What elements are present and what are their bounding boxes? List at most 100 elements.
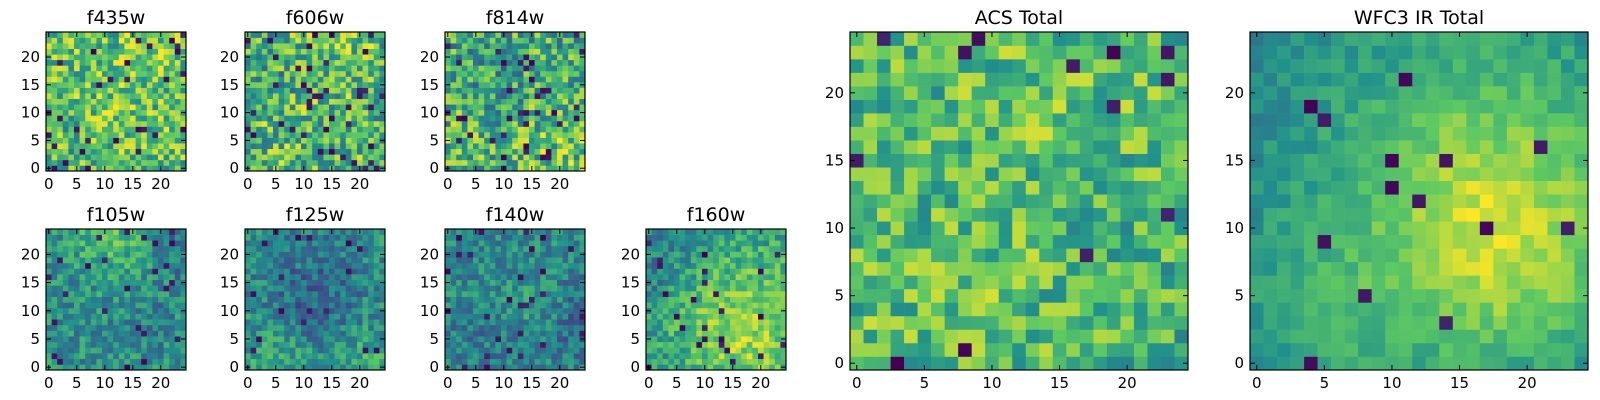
heatmap-cell: [245, 43, 251, 49]
heatmap-cell: [284, 43, 291, 49]
heatmap-cell: [250, 43, 257, 49]
heatmap-cell: [489, 76, 496, 83]
heatmap-cell: [118, 109, 125, 116]
heatmap-cell: [278, 115, 285, 122]
heatmap-cell: [51, 32, 58, 38]
heatmap-cell: [267, 76, 274, 83]
heatmap-cell: [931, 194, 945, 209]
heatmap-cell: [769, 296, 776, 303]
heatmap-cell: [85, 274, 92, 281]
heatmap-cell: [79, 98, 86, 105]
heatmap-cell: [1066, 261, 1081, 276]
heatmap-cell: [495, 126, 502, 133]
heatmap-cell: [351, 234, 358, 241]
heatmap-cell: [517, 48, 524, 55]
heatmap-cell: [351, 251, 358, 258]
heatmap-cell: [118, 120, 125, 127]
heatmap-cell: [450, 229, 457, 235]
heatmap-cell: [685, 274, 692, 281]
heatmap-cell: [877, 275, 891, 290]
heatmap-cell: [340, 324, 347, 331]
heatmap-cell: [1160, 342, 1175, 357]
heatmap-cell: [456, 347, 463, 354]
heatmap-cell: [696, 330, 703, 337]
heatmap-cell: [573, 43, 580, 49]
heatmap-cell: [278, 313, 285, 320]
heatmap-cell: [51, 307, 58, 314]
heatmap-cell: [534, 115, 541, 122]
heatmap-cell: [130, 87, 136, 94]
heatmap-cell: [169, 257, 176, 264]
heatmap-cell: [534, 234, 541, 241]
heatmap-cell: [568, 240, 575, 247]
heatmap-cell: [931, 261, 945, 276]
heatmap-cell: [506, 120, 513, 127]
heatmap-cell: [284, 353, 291, 360]
heatmap-cell: [450, 358, 457, 365]
heatmap-cell: [146, 137, 153, 144]
heatmap-cell: [445, 245, 451, 252]
heatmap-cell: [512, 285, 519, 292]
heatmap-cell: [118, 245, 125, 252]
heatmap-cell: [478, 240, 485, 247]
heatmap-cell: [501, 257, 507, 264]
heatmap-cell: [1066, 180, 1081, 195]
heatmap-cell: [573, 137, 580, 144]
heatmap-cell: [741, 358, 748, 365]
heatmap-cell: [1093, 194, 1108, 209]
heatmap-cell: [118, 274, 125, 281]
heatmap-cell: [690, 353, 697, 360]
heatmap-cell: [317, 245, 324, 252]
heatmap-cell: [540, 120, 547, 127]
heatmap-cell: [113, 165, 120, 172]
heatmap-cell: [690, 257, 697, 264]
heatmap-cell: [74, 109, 80, 116]
heatmap-cell: [96, 274, 103, 281]
heatmap-cell: [90, 353, 97, 360]
heatmap-cell: [141, 307, 148, 314]
heatmap-cell: [551, 285, 558, 292]
heatmap-cell: [495, 65, 502, 72]
heatmap-cell: [250, 104, 257, 111]
heatmap-cell: [657, 358, 664, 365]
heatmap-cell: [278, 109, 285, 116]
heatmap-cell: [877, 207, 891, 222]
heatmap-cell: [278, 76, 285, 83]
heatmap-cell: [484, 336, 491, 343]
heatmap-cell: [334, 240, 341, 247]
heatmap-cell: [278, 229, 285, 235]
heatmap-cell: [568, 262, 575, 269]
heatmap-cell: [685, 245, 692, 252]
heatmap-cell: [284, 257, 291, 264]
heatmap-cell: [102, 285, 108, 292]
heatmap-cell: [373, 70, 380, 77]
heatmap-cell: [96, 353, 103, 360]
heatmap-cell: [163, 234, 170, 241]
heatmap-cell: [317, 364, 324, 371]
heatmap-cell: [668, 324, 675, 331]
heatmap-cell: [180, 319, 187, 326]
heatmap-cell: [85, 279, 92, 286]
heatmap-cell: [118, 330, 125, 337]
heatmap-cell: [329, 115, 335, 122]
heatmap-cell: [1160, 302, 1175, 317]
heatmap-cell: [523, 251, 530, 258]
heatmap-cell: [373, 93, 380, 100]
heatmap-cell: [278, 82, 285, 88]
heatmap-cell: [741, 257, 748, 264]
heatmap-cell: [445, 353, 451, 360]
heatmap-cell: [568, 76, 575, 83]
heatmap-cell: [329, 358, 335, 365]
heatmap-cell: [146, 234, 153, 241]
heatmap-cell: [551, 132, 558, 138]
heatmap-cell: [506, 87, 513, 94]
heatmap-cell: [174, 54, 181, 61]
heatmap-cell: [769, 291, 776, 297]
heatmap-cell: [517, 115, 524, 122]
heatmap-cell: [774, 245, 781, 252]
heatmap-cell: [62, 245, 69, 252]
heatmap-cell: [495, 257, 502, 264]
heatmap-cell: [741, 245, 748, 252]
heatmap-cell: [135, 43, 142, 49]
heatmap-cell: [135, 143, 142, 150]
